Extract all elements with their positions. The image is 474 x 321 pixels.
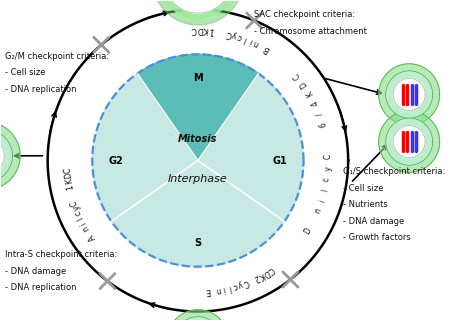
Text: E: E: [205, 286, 210, 296]
Text: - DNA damage: - DNA damage: [5, 267, 67, 276]
Text: l: l: [243, 34, 248, 43]
Text: A: A: [87, 232, 98, 242]
Text: i: i: [79, 220, 88, 226]
Text: - DNA damage: - DNA damage: [344, 217, 405, 226]
Text: M: M: [193, 73, 203, 83]
Polygon shape: [379, 64, 440, 125]
Text: - DNA replication: - DNA replication: [5, 283, 77, 292]
Polygon shape: [0, 130, 12, 182]
Text: Mitosis: Mitosis: [178, 134, 218, 144]
Text: - DNA replication: - DNA replication: [5, 85, 77, 94]
Text: y: y: [231, 30, 238, 40]
Text: K: K: [256, 270, 265, 280]
Text: 4: 4: [310, 99, 320, 108]
Text: n: n: [216, 285, 222, 295]
Polygon shape: [167, 310, 228, 321]
Text: G2: G2: [108, 155, 123, 166]
Text: c: c: [322, 177, 332, 182]
Text: C: C: [191, 25, 197, 34]
Text: K: K: [203, 25, 209, 34]
Text: D: D: [302, 226, 313, 236]
Text: K: K: [305, 89, 315, 98]
Text: SAC checkpoint criteria:: SAC checkpoint criteria:: [254, 10, 356, 19]
Polygon shape: [174, 317, 221, 321]
Text: i: i: [222, 284, 226, 293]
Text: - Cell size: - Cell size: [5, 68, 46, 77]
Polygon shape: [164, 0, 232, 13]
Polygon shape: [152, 0, 244, 25]
Text: C: C: [225, 28, 233, 38]
Text: G₁/S checkpoint criteria:: G₁/S checkpoint criteria:: [344, 167, 446, 176]
Polygon shape: [0, 138, 4, 173]
Text: c: c: [237, 31, 244, 41]
Text: - Growth factors: - Growth factors: [344, 233, 411, 242]
Text: i: i: [317, 198, 327, 203]
Text: n: n: [313, 207, 323, 215]
Text: - Nutrients: - Nutrients: [344, 200, 388, 209]
Text: i: i: [248, 36, 254, 46]
Text: C: C: [324, 154, 333, 160]
Text: G₂/M checkpoint criteria:: G₂/M checkpoint criteria:: [5, 52, 109, 61]
Text: C: C: [292, 70, 302, 80]
Text: /: /: [315, 111, 324, 116]
Text: D: D: [261, 267, 271, 278]
Polygon shape: [137, 54, 258, 160]
Polygon shape: [92, 54, 303, 267]
Text: n: n: [81, 223, 91, 232]
Text: l: l: [320, 188, 329, 192]
Polygon shape: [386, 118, 433, 165]
Text: D: D: [64, 172, 73, 179]
Text: K: K: [64, 178, 74, 184]
Text: y: y: [237, 279, 244, 289]
Text: Intra-S checkpoint criteria:: Intra-S checkpoint criteria:: [5, 250, 118, 259]
Text: c: c: [232, 281, 238, 291]
Polygon shape: [393, 78, 425, 110]
Text: - Chromosome attachment: - Chromosome attachment: [254, 27, 367, 36]
Text: l: l: [76, 215, 85, 221]
Polygon shape: [0, 122, 20, 189]
Text: D: D: [298, 79, 309, 89]
Text: C: C: [265, 264, 275, 275]
Text: D: D: [197, 25, 203, 34]
Text: C: C: [241, 277, 250, 288]
Text: n: n: [252, 38, 260, 48]
Text: - Cell size: - Cell size: [344, 184, 384, 193]
Polygon shape: [393, 126, 425, 158]
Text: 2: 2: [252, 273, 260, 283]
Text: c: c: [73, 209, 83, 217]
Polygon shape: [386, 71, 433, 118]
Text: S: S: [194, 238, 201, 248]
Polygon shape: [379, 111, 440, 172]
Text: C: C: [63, 167, 73, 173]
Text: Interphase: Interphase: [168, 174, 228, 184]
Text: B: B: [262, 44, 271, 54]
Polygon shape: [159, 0, 237, 18]
Text: 1: 1: [65, 183, 75, 190]
Text: y: y: [323, 166, 333, 170]
Text: 6: 6: [318, 120, 328, 127]
Text: G1: G1: [273, 155, 288, 166]
Text: y: y: [72, 204, 82, 212]
Text: 1: 1: [209, 25, 214, 35]
Text: C: C: [69, 199, 80, 207]
Text: l: l: [228, 283, 232, 292]
